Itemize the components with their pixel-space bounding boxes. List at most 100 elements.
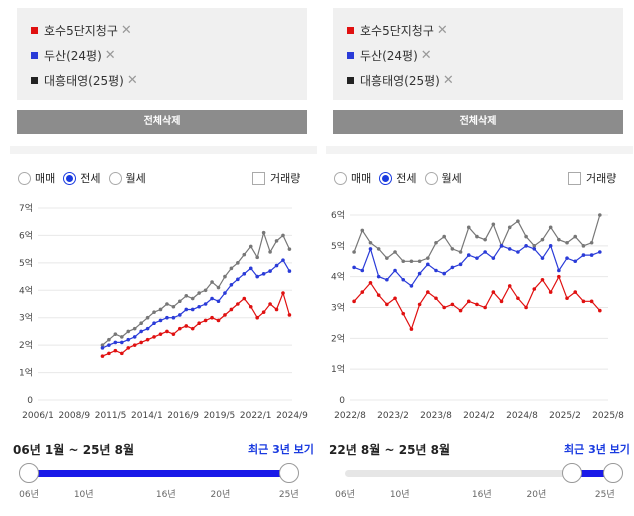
- data-point: [229, 266, 234, 271]
- data-point: [540, 237, 545, 242]
- radio-circle[interactable]: [334, 171, 347, 185]
- data-point: [565, 240, 569, 245]
- data-point: [126, 329, 131, 334]
- data-point: [139, 321, 143, 325]
- data-point: [197, 321, 201, 325]
- checkbox-label: 거래량: [270, 172, 301, 185]
- data-point: [236, 302, 240, 306]
- data-point: [466, 225, 471, 230]
- remove-icon[interactable]: ✕: [420, 47, 432, 63]
- price-chart: 0 1억 2억 3억 4억 5억 6억 2022/8 2023/2 2023/8 2024/2 202…: [331, 209, 624, 421]
- data-point: [268, 269, 272, 273]
- recent-3y-link[interactable]: 최근 3년 보기: [248, 443, 314, 456]
- slider-track[interactable]: [345, 470, 613, 477]
- radio-label: 월세: [441, 172, 462, 185]
- data-point: [598, 213, 602, 217]
- data-point: [158, 318, 163, 323]
- y-tick-label: 5억: [19, 257, 33, 269]
- data-point: [573, 290, 578, 294]
- radio-jeonse[interactable]: 전세: [379, 170, 417, 186]
- clear-all-button[interactable]: 전체삭제: [333, 110, 623, 134]
- data-point: [475, 256, 479, 260]
- data-point: [190, 307, 195, 312]
- clear-all-button[interactable]: 전체삭제: [17, 110, 307, 134]
- data-point: [598, 308, 602, 313]
- data-point: [158, 307, 163, 312]
- checkbox-box[interactable]: [568, 171, 581, 185]
- data-point: [540, 256, 545, 260]
- data-point: [255, 255, 259, 260]
- y-tick-label: 1억: [331, 363, 345, 375]
- radio-label: 월세: [125, 172, 146, 185]
- radio-monthly[interactable]: 월세: [108, 170, 146, 186]
- data-point: [434, 240, 438, 245]
- slider-start-handle[interactable]: [19, 463, 39, 483]
- data-point: [184, 324, 189, 328]
- data-point: [507, 225, 512, 230]
- data-point: [113, 332, 118, 336]
- data-point: [287, 269, 292, 273]
- slider-end-handle[interactable]: [278, 463, 299, 483]
- data-point: [426, 290, 430, 294]
- x-tick-label: 2023/8: [420, 411, 452, 421]
- data-point: [190, 296, 195, 301]
- data-point: [120, 340, 124, 345]
- series-color-swatch: [31, 51, 38, 59]
- data-point: [417, 271, 422, 276]
- data-point: [152, 310, 156, 315]
- data-point: [491, 222, 496, 227]
- data-point: [532, 287, 537, 291]
- data-point: [223, 291, 227, 295]
- compare-list: 호수5단지청구 ✕ 두산(24평) ✕ 대흥태영(25평) ✕: [333, 8, 623, 100]
- data-point: [442, 234, 446, 239]
- slider-start-handle[interactable]: [561, 463, 582, 483]
- radio-jeonse[interactable]: 전세: [63, 170, 101, 186]
- y-tick-label: 0: [339, 396, 345, 406]
- volume-checkbox[interactable]: 거래량: [252, 170, 300, 186]
- radio-circle-selected[interactable]: [63, 171, 77, 185]
- data-point: [573, 259, 578, 264]
- remove-icon[interactable]: ✕: [104, 47, 116, 63]
- slider-tick-label: 25년: [278, 490, 299, 500]
- data-point: [368, 247, 373, 251]
- radio-circle[interactable]: [108, 171, 122, 185]
- radio-circle[interactable]: [18, 171, 31, 185]
- data-point: [113, 340, 118, 345]
- data-point: [203, 288, 208, 293]
- radio-circle-selected[interactable]: [379, 171, 393, 185]
- slider-end-handle[interactable]: [603, 463, 623, 483]
- radio-sale[interactable]: 매매: [334, 170, 371, 186]
- volume-checkbox[interactable]: 거래량: [568, 170, 616, 186]
- data-point: [385, 302, 389, 307]
- data-point: [360, 268, 365, 273]
- data-point: [557, 274, 561, 279]
- data-point: [565, 256, 569, 260]
- recent-3y-link[interactable]: 최근 3년 보기: [564, 443, 630, 456]
- remove-icon[interactable]: ✕: [120, 22, 132, 38]
- data-point: [139, 340, 143, 345]
- data-point: [581, 299, 586, 304]
- data-point: [516, 219, 520, 223]
- data-point: [393, 250, 397, 254]
- radio-sale[interactable]: 매매: [18, 170, 55, 186]
- radio-monthly[interactable]: 월세: [424, 170, 462, 186]
- data-point: [532, 244, 537, 248]
- data-point: [236, 277, 240, 282]
- data-point: [165, 315, 169, 320]
- remove-icon[interactable]: ✕: [436, 22, 448, 38]
- data-point: [178, 313, 182, 317]
- checkbox-box[interactable]: [252, 171, 265, 185]
- data-point: [107, 337, 111, 342]
- y-tick-label: 3억: [19, 312, 33, 324]
- x-tick-label: 2024/8: [506, 411, 538, 421]
- compare-item-name: 대흥태영(25평): [44, 73, 124, 88]
- data-point: [236, 261, 240, 265]
- slider-selected-range: [571, 470, 613, 477]
- data-point: [287, 313, 292, 317]
- data-point: [426, 256, 430, 260]
- data-point: [385, 277, 389, 282]
- remove-icon[interactable]: ✕: [126, 72, 138, 88]
- radio-circle[interactable]: [424, 171, 438, 185]
- remove-icon[interactable]: ✕: [442, 72, 454, 88]
- y-tick-label: 2억: [19, 339, 33, 351]
